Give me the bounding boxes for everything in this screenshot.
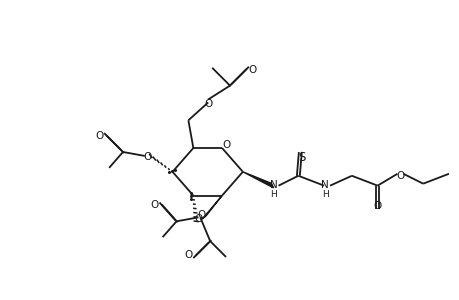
Text: O: O — [221, 140, 230, 150]
Polygon shape — [242, 172, 273, 188]
Text: S: S — [298, 152, 305, 164]
Polygon shape — [202, 196, 222, 219]
Text: O: O — [143, 152, 151, 162]
Text: O: O — [95, 131, 103, 141]
Text: O: O — [248, 65, 257, 75]
Text: H: H — [321, 190, 328, 199]
Text: N: N — [269, 180, 277, 190]
Text: O: O — [184, 250, 192, 260]
Text: O: O — [395, 171, 403, 181]
Text: O: O — [204, 99, 212, 110]
Text: O: O — [194, 214, 202, 224]
Text: N: N — [320, 180, 328, 190]
Text: O: O — [197, 210, 205, 220]
Text: O: O — [150, 200, 158, 211]
Text: H: H — [269, 190, 276, 199]
Text: O: O — [373, 202, 381, 212]
